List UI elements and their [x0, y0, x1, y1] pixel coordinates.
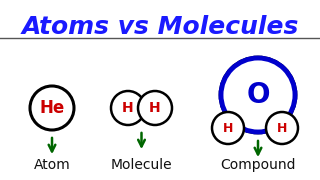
Text: Atom: Atom: [34, 158, 70, 172]
Circle shape: [220, 57, 296, 133]
Text: H: H: [223, 122, 233, 134]
Circle shape: [30, 86, 74, 130]
Text: O: O: [246, 81, 270, 109]
Circle shape: [266, 112, 298, 144]
Circle shape: [212, 112, 244, 144]
Text: H: H: [149, 101, 161, 115]
Text: Atoms vs Molecules: Atoms vs Molecules: [21, 15, 299, 39]
Circle shape: [111, 91, 145, 125]
Text: H: H: [122, 101, 134, 115]
Circle shape: [138, 91, 172, 125]
Text: Compound: Compound: [220, 158, 296, 172]
Text: He: He: [39, 99, 65, 117]
Text: Molecule: Molecule: [110, 158, 172, 172]
Text: H: H: [277, 122, 287, 134]
